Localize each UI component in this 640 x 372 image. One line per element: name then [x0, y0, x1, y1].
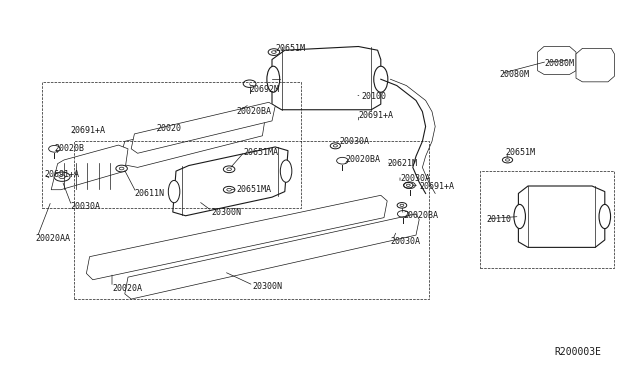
Text: 20692M: 20692M — [250, 85, 280, 94]
Text: 20651M: 20651M — [506, 148, 536, 157]
Text: 20020BA: 20020BA — [403, 211, 438, 220]
Ellipse shape — [280, 160, 292, 182]
Text: 20611N: 20611N — [134, 189, 164, 198]
Text: 20030A: 20030A — [400, 174, 430, 183]
Ellipse shape — [404, 183, 413, 188]
Ellipse shape — [599, 204, 611, 228]
Ellipse shape — [223, 186, 235, 193]
Text: 20691+A: 20691+A — [45, 170, 80, 179]
Polygon shape — [173, 147, 288, 216]
Polygon shape — [86, 195, 387, 280]
Text: 20100: 20100 — [362, 92, 387, 101]
Ellipse shape — [397, 202, 407, 208]
Polygon shape — [518, 186, 605, 247]
Polygon shape — [125, 214, 419, 299]
Ellipse shape — [330, 143, 340, 149]
Text: 20691+A: 20691+A — [70, 126, 106, 135]
Text: 20020BA: 20020BA — [237, 107, 272, 116]
Text: 20030A: 20030A — [70, 202, 100, 211]
Text: 20691+A: 20691+A — [419, 182, 454, 190]
Ellipse shape — [243, 80, 256, 87]
Ellipse shape — [223, 166, 235, 173]
Ellipse shape — [267, 66, 280, 92]
Polygon shape — [131, 102, 275, 153]
Polygon shape — [538, 46, 576, 74]
Text: 20020: 20020 — [157, 124, 182, 133]
Ellipse shape — [268, 49, 280, 55]
Text: 20020A: 20020A — [112, 284, 142, 293]
Polygon shape — [118, 112, 266, 167]
Text: 20651MA: 20651MA — [237, 185, 272, 194]
Text: R200003E: R200003E — [555, 347, 602, 357]
Text: 20020B: 20020B — [54, 144, 84, 153]
Text: 20030A: 20030A — [339, 137, 369, 146]
Text: 20651MA: 20651MA — [243, 148, 278, 157]
Text: 20691+A: 20691+A — [358, 111, 394, 120]
Ellipse shape — [514, 204, 525, 228]
Ellipse shape — [374, 66, 388, 92]
Text: 20030A: 20030A — [390, 237, 420, 246]
Ellipse shape — [116, 165, 127, 172]
Text: 20110: 20110 — [486, 215, 511, 224]
Text: 20300N: 20300N — [211, 208, 241, 217]
Ellipse shape — [168, 180, 180, 203]
Text: 20080M: 20080M — [544, 59, 574, 68]
Ellipse shape — [54, 172, 70, 182]
Polygon shape — [51, 145, 128, 190]
Polygon shape — [576, 48, 614, 82]
Text: 20300N: 20300N — [253, 282, 283, 291]
Polygon shape — [272, 46, 381, 110]
Text: 20651M: 20651M — [275, 44, 305, 53]
Text: 20080M: 20080M — [499, 70, 529, 79]
Ellipse shape — [502, 157, 513, 163]
Text: 20020BA: 20020BA — [346, 155, 381, 164]
Text: 20621M: 20621M — [387, 159, 417, 168]
Text: 20020AA: 20020AA — [35, 234, 70, 243]
